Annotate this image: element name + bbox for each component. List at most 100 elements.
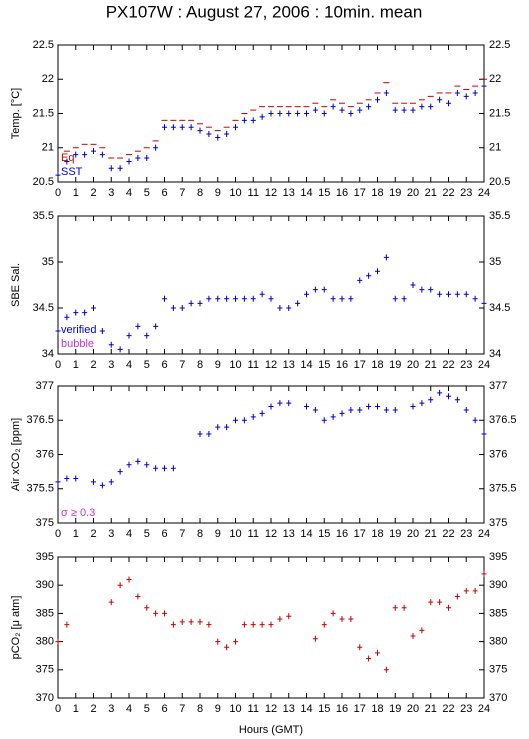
y-tick-label: 375 [36, 517, 54, 529]
y-tick-label: 20.5 [33, 176, 54, 188]
data-point [277, 110, 283, 117]
y-tick-label: 395 [489, 551, 507, 563]
data-point [64, 621, 70, 628]
data-point [446, 291, 451, 298]
data-point [250, 295, 256, 302]
y-tick-label: 21.5 [489, 107, 510, 119]
data-point [55, 478, 61, 485]
y-tick-label: 34 [489, 348, 501, 360]
data-point [73, 309, 79, 316]
x-tick-label: 20 [407, 359, 419, 371]
x-tick-label: 22 [442, 187, 454, 199]
data-point [197, 300, 203, 307]
x-tick-label: 14 [300, 703, 312, 715]
x-tick-label: 19 [389, 187, 401, 199]
x-tick-label: 24 [478, 187, 490, 199]
data-point [153, 323, 159, 330]
y-tick-label: 370 [489, 692, 507, 704]
data-point [170, 465, 176, 472]
data-point [392, 295, 398, 302]
data-point [162, 610, 167, 617]
data-point [277, 616, 283, 623]
data-point [179, 124, 185, 131]
data-point [233, 417, 238, 424]
data-point [197, 127, 203, 134]
x-tick-label: 3 [108, 359, 114, 371]
y-tick-label: 22 [42, 73, 54, 85]
data-point [268, 403, 274, 410]
data-point [375, 96, 380, 103]
data-point [188, 300, 194, 307]
data-point [428, 599, 434, 606]
x-tick-label: 4 [126, 187, 132, 199]
y-tick-label: 375 [489, 517, 507, 529]
data-point [419, 286, 425, 293]
data-point [188, 618, 194, 625]
data-point [463, 406, 469, 413]
x-tick-label: 16 [336, 187, 348, 199]
x-tick-label: 8 [197, 703, 203, 715]
y-tick-label: 385 [36, 607, 54, 619]
data-point [197, 430, 203, 437]
data-point [268, 295, 274, 302]
y-tick-label: 22 [489, 73, 501, 85]
x-tick-label: 0 [55, 528, 61, 540]
x-tick-label: 24 [478, 359, 490, 371]
data-point [188, 124, 194, 131]
data-point [241, 417, 247, 424]
x-tick-label: 21 [425, 187, 437, 199]
x-tick-label: 6 [161, 359, 167, 371]
x-tick-label: 18 [371, 187, 383, 199]
data-point [481, 83, 487, 90]
data-point [206, 131, 212, 138]
data-point [357, 277, 363, 284]
data-point [268, 621, 274, 628]
x-tick-label: 3 [108, 703, 114, 715]
x-tick-label: 8 [197, 359, 203, 371]
data-point [215, 295, 221, 302]
data-point [268, 110, 274, 117]
x-tick-label: 24 [478, 528, 490, 540]
data-point [481, 300, 487, 307]
y-tick-label: 395 [36, 551, 54, 563]
x-tick-label: 0 [55, 703, 61, 715]
y-tick-label: 390 [36, 579, 54, 591]
data-point [454, 593, 460, 600]
x-tick-label: 13 [283, 703, 295, 715]
y-tick-label: 21 [42, 142, 54, 154]
data-point [82, 151, 88, 158]
x-tick-label: 1 [73, 703, 79, 715]
data-point [472, 89, 478, 96]
y-tick-label: 21 [489, 142, 501, 154]
x-tick-label: 21 [425, 528, 437, 540]
x-tick-label: 10 [229, 187, 241, 199]
x-tick-label: 4 [126, 703, 132, 715]
data-point [64, 158, 70, 165]
data-point [446, 100, 451, 107]
x-tick-label: 9 [215, 703, 221, 715]
x-tick-label: 18 [371, 703, 383, 715]
data-point [224, 644, 230, 651]
data-point [304, 291, 309, 298]
data-point [401, 107, 407, 114]
annotation: bubble [61, 338, 94, 350]
x-tick-label: 17 [354, 528, 366, 540]
data-point [277, 305, 283, 311]
data-point [463, 587, 469, 594]
y-tick-label: 376 [36, 448, 54, 460]
data-point [286, 400, 292, 407]
data-point [304, 403, 309, 410]
data-point [446, 393, 451, 400]
data-point [286, 305, 292, 311]
y-tick-label: 22.5 [33, 39, 54, 51]
x-tick-label: 8 [197, 528, 203, 540]
x-tick-label: 23 [460, 187, 472, 199]
data-point [170, 621, 176, 628]
data-point [233, 124, 238, 131]
data-point [383, 254, 389, 261]
x-tick-label: 12 [265, 359, 277, 371]
x-tick-label: 23 [460, 359, 472, 371]
data-point [241, 621, 247, 628]
annotation: σ ≥ 0.3 [61, 507, 95, 519]
data-point [126, 576, 132, 583]
